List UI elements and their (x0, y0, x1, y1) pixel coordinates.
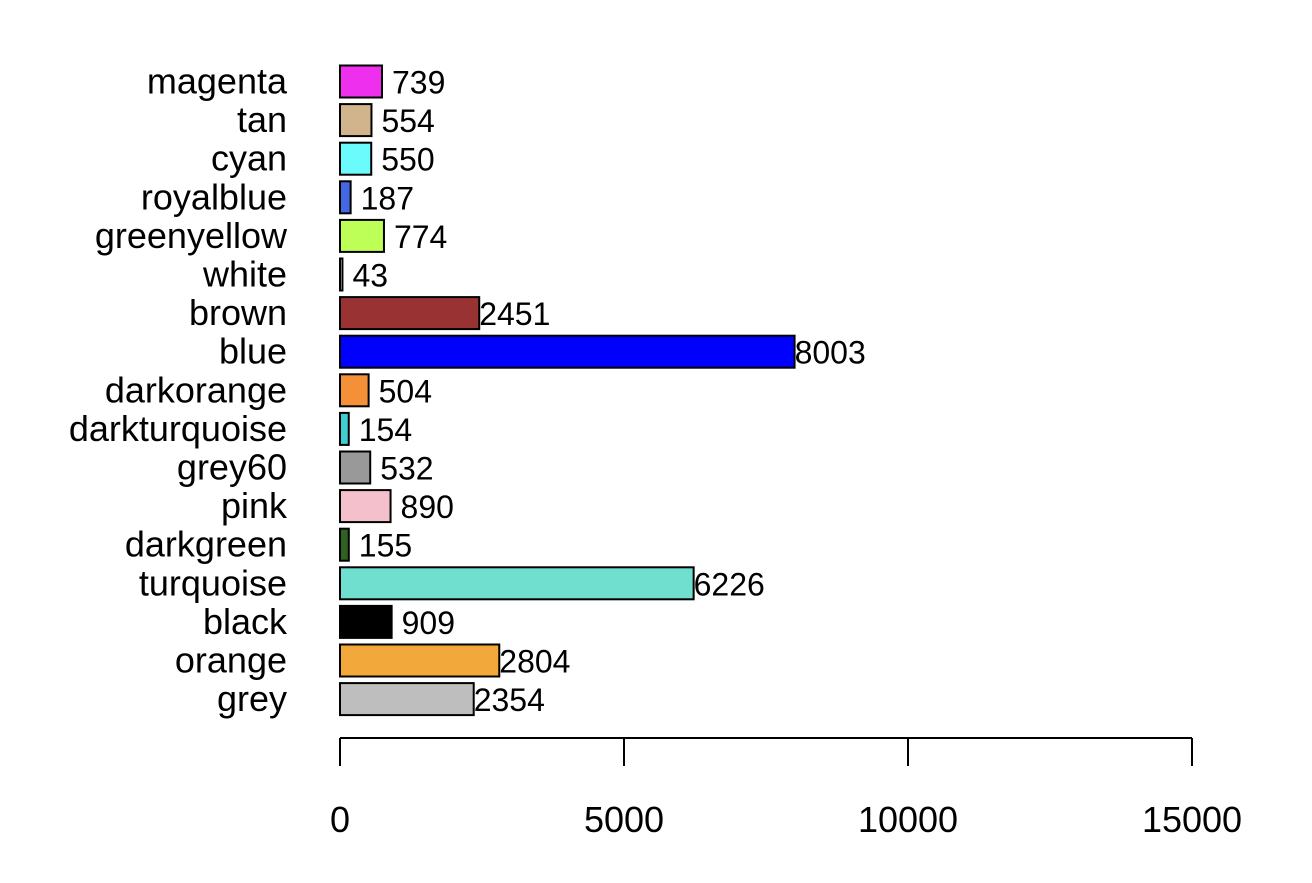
category-label-black: black (203, 601, 288, 642)
category-label-cyan: cyan (211, 138, 287, 179)
category-label-greenyellow: greenyellow (95, 215, 288, 256)
bar-orange (339, 643, 501, 678)
value-label-grey60: 532 (380, 451, 433, 487)
category-label-orange: orange (175, 640, 287, 681)
category-label-royalblue: royalblue (141, 176, 287, 217)
value-label-brown: 2451 (479, 296, 550, 332)
category-label-darkorange: darkorange (105, 369, 287, 410)
labels-layer: magenta 739 tan 554 cyan 550 royalblue 187 green… (69, 61, 866, 720)
value-label-magenta: 739 (392, 65, 445, 101)
value-label-pink: 890 (401, 489, 454, 525)
value-label-cyan: 550 (381, 142, 434, 178)
value-label-darkorange: 504 (379, 373, 432, 409)
bar-black (339, 604, 393, 639)
category-label-tan: tan (237, 99, 287, 140)
bar-blue (339, 334, 796, 369)
x-tick-label-5000: 5000 (584, 799, 664, 840)
bar-turquoise (339, 566, 695, 601)
bar-darkorange (339, 373, 370, 408)
bar-royalblue (339, 180, 352, 215)
bar-tan (339, 103, 373, 138)
value-label-white: 43 (352, 258, 388, 294)
bar-greenyellow (339, 218, 385, 253)
bar-white (339, 257, 344, 292)
category-label-darkgreen: darkgreen (125, 524, 287, 565)
category-label-darkturquoise: darkturquoise (69, 408, 287, 449)
x-axis: 0 5000 10000 15000 (330, 737, 1242, 840)
category-label-white: white (202, 254, 287, 295)
value-label-grey: 2354 (474, 682, 545, 718)
value-label-greenyellow: 774 (394, 219, 447, 255)
value-label-turquoise: 6226 (694, 566, 765, 602)
bar-magenta (339, 64, 383, 99)
category-label-blue: blue (219, 331, 287, 372)
category-label-grey: grey (217, 678, 287, 719)
category-label-brown: brown (189, 292, 287, 333)
bar-darkturquoise (339, 411, 350, 446)
bar-grey (339, 682, 475, 717)
value-label-tan: 554 (381, 103, 434, 139)
category-label-pink: pink (221, 485, 288, 526)
x-tick-label-15000: 15000 (1142, 799, 1242, 840)
bar-cyan (339, 141, 373, 176)
bar-pink (339, 489, 392, 524)
x-tick-label-10000: 10000 (858, 799, 958, 840)
x-tick-label-0: 0 (330, 799, 350, 840)
category-label-magenta: magenta (147, 61, 288, 102)
bars-layer (339, 64, 796, 717)
value-label-blue: 8003 (795, 335, 866, 371)
bar-brown (339, 296, 481, 331)
value-label-orange: 2804 (499, 644, 570, 680)
value-label-black: 909 (402, 605, 455, 641)
bar-grey60 (339, 450, 372, 485)
category-label-turquoise: turquoise (139, 562, 287, 603)
category-label-grey60: grey60 (177, 447, 287, 488)
value-label-royalblue: 187 (361, 180, 414, 216)
bar-darkgreen (339, 527, 350, 562)
value-label-darkturquoise: 154 (359, 412, 412, 448)
value-label-darkgreen: 155 (359, 528, 412, 564)
